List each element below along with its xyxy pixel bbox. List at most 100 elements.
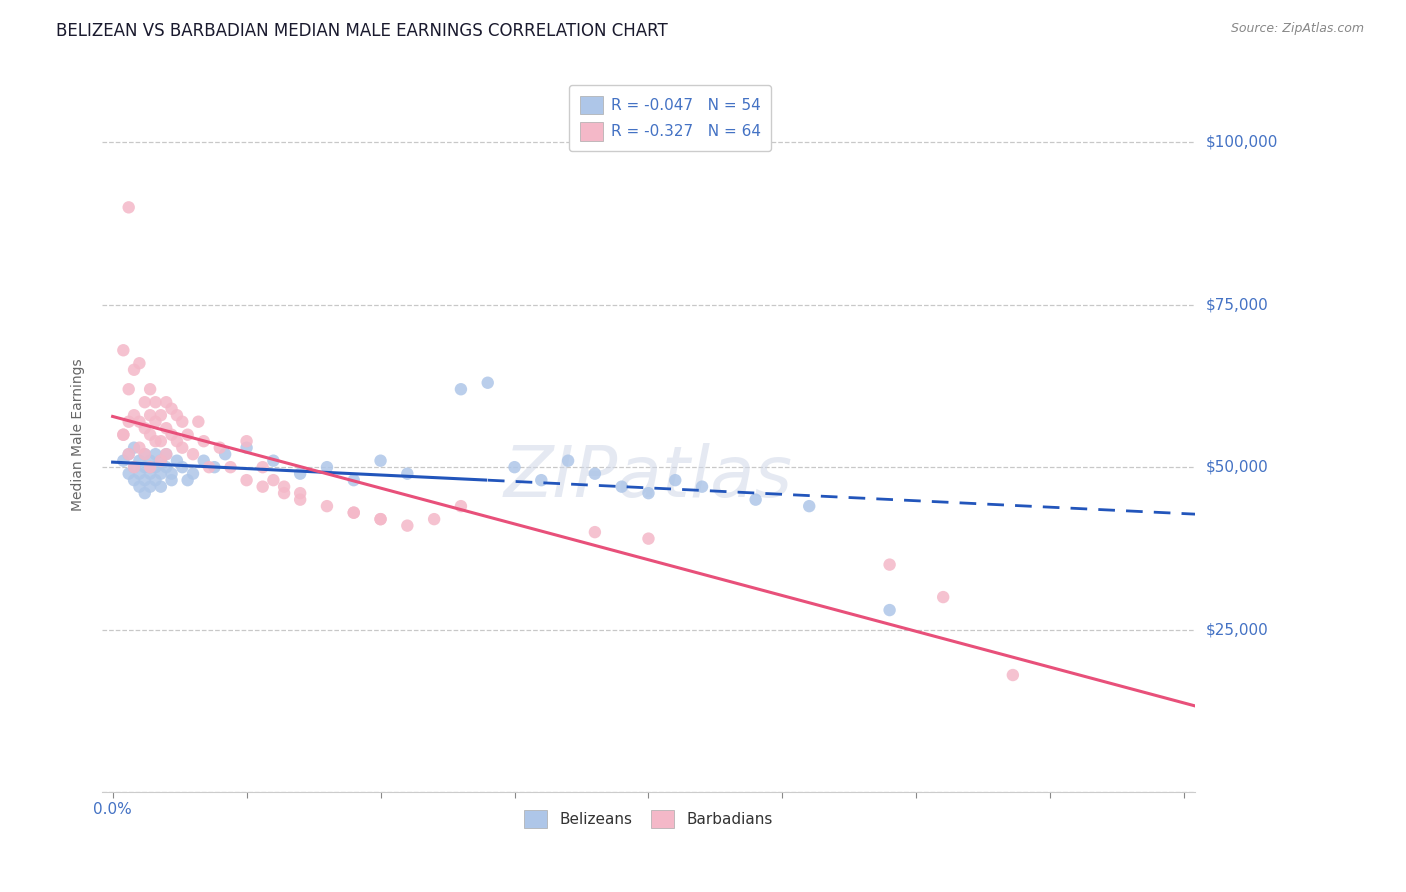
Legend: Belizeans, Barbadians: Belizeans, Barbadians (519, 804, 779, 834)
Point (128, 453, 150, 467)
Point (423, 512, 446, 526)
Point (583, 467, 606, 481)
Point (149, 434, 172, 449)
Point (128, 467, 150, 481)
Point (932, 590, 955, 604)
Point (343, 506, 366, 520)
Point (134, 421, 156, 435)
Point (273, 480, 295, 494)
Point (193, 453, 215, 467)
Point (134, 395, 156, 409)
Point (118, 447, 141, 461)
Point (557, 453, 579, 467)
Point (172, 415, 194, 429)
Point (122, 408, 145, 422)
Text: Source: ZipAtlas.com: Source: ZipAtlas.com (1230, 22, 1364, 36)
Point (128, 356, 150, 370)
Point (396, 518, 419, 533)
Point (208, 441, 231, 455)
Point (128, 480, 150, 494)
Point (879, 603, 901, 617)
Point (139, 460, 162, 475)
Point (118, 382, 141, 396)
Point (155, 447, 177, 461)
Point (128, 415, 150, 429)
Point (139, 467, 162, 481)
Point (879, 558, 901, 572)
Point (637, 486, 659, 500)
Point (450, 382, 472, 396)
Point (477, 376, 499, 390)
Point (122, 441, 145, 455)
Point (166, 453, 188, 467)
Point (128, 441, 150, 455)
Point (343, 506, 366, 520)
Point (122, 460, 145, 475)
Point (112, 427, 135, 442)
Point (160, 467, 183, 481)
Point (134, 473, 156, 487)
Point (396, 467, 419, 481)
Point (503, 460, 526, 475)
Point (112, 427, 135, 442)
Point (118, 467, 141, 481)
Point (235, 473, 257, 487)
Point (690, 480, 713, 494)
Point (134, 460, 156, 475)
Point (155, 447, 177, 461)
Text: $100,000: $100,000 (1206, 135, 1278, 150)
Text: $75,000: $75,000 (1206, 297, 1268, 312)
Point (176, 427, 198, 442)
Point (370, 512, 392, 526)
Point (145, 447, 167, 461)
Point (149, 467, 172, 481)
Point (160, 427, 183, 442)
Point (134, 447, 156, 461)
Point (583, 525, 606, 540)
Point (219, 460, 242, 475)
Point (139, 427, 162, 442)
Point (316, 460, 339, 475)
Point (145, 395, 167, 409)
Point (235, 441, 257, 455)
Point (1001, 668, 1024, 682)
Point (193, 434, 215, 449)
Point (370, 453, 392, 467)
Point (166, 408, 188, 422)
Point (118, 447, 141, 461)
Point (155, 421, 177, 435)
Point (181, 447, 204, 461)
Point (145, 434, 167, 449)
Point (134, 447, 156, 461)
Point (155, 395, 177, 409)
Point (343, 473, 366, 487)
Point (252, 480, 274, 494)
Point (166, 434, 188, 449)
Point (134, 486, 156, 500)
Point (610, 480, 633, 494)
Point (370, 512, 392, 526)
Point (273, 486, 295, 500)
Point (145, 473, 167, 487)
Point (118, 415, 141, 429)
Point (172, 460, 194, 475)
Point (198, 460, 221, 475)
Point (187, 415, 209, 429)
Point (139, 382, 162, 396)
Point (204, 460, 226, 475)
Point (262, 453, 284, 467)
Point (176, 473, 198, 487)
Point (450, 499, 472, 513)
Point (252, 460, 274, 475)
Point (112, 343, 135, 358)
Point (288, 467, 311, 481)
Point (139, 408, 162, 422)
Point (122, 473, 145, 487)
Point (262, 473, 284, 487)
Point (316, 499, 339, 513)
Point (112, 453, 135, 467)
Point (530, 473, 553, 487)
Point (149, 453, 172, 467)
Point (799, 499, 821, 513)
Point (235, 434, 257, 449)
